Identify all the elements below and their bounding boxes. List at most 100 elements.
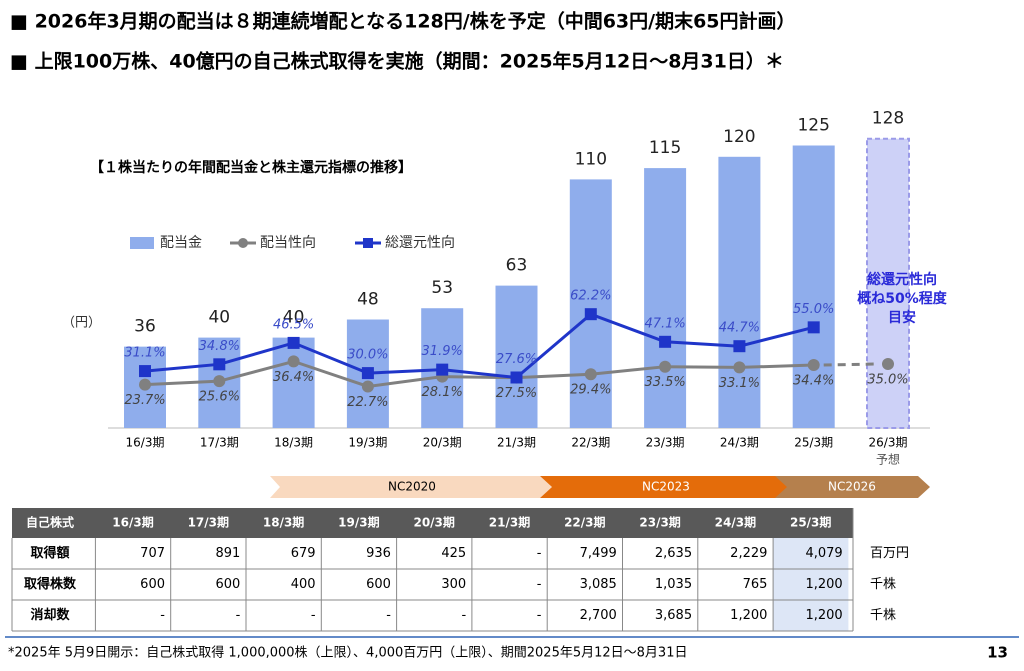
line-marker (139, 365, 151, 378)
phase-arrow (775, 476, 930, 498)
legend-swatch (238, 238, 248, 248)
table-row-label: 取得額 (30, 545, 69, 561)
line-value-label: 34.8% (199, 339, 240, 354)
annotation: 概ね50%程度 (857, 290, 948, 307)
table-unit: 千株 (870, 608, 896, 623)
line-value-label: 27.5% (496, 386, 537, 401)
table-row-label: 消却数 (30, 607, 70, 623)
x-tick-label: 23/3期 (646, 436, 685, 450)
table-header-cell: 20/3期 (413, 515, 454, 530)
x-tick-label: 24/3期 (720, 436, 759, 450)
table-cell: 600 (215, 577, 240, 592)
x-tick-label: 17/3期 (200, 436, 239, 450)
table-cell: 300 (441, 577, 466, 592)
bar-value-label: 40 (208, 308, 230, 328)
legend-label: 総還元性向 (385, 235, 455, 251)
line-value-label: 27.6% (496, 352, 537, 367)
phase-arrow (270, 476, 552, 498)
table-row-label: 取得株数 (24, 576, 77, 592)
phase-label: NC2023 (642, 480, 690, 494)
table-cell: 7,499 (580, 546, 617, 561)
line (144, 359, 814, 388)
phase-label: NC2026 (828, 480, 876, 494)
line-marker (659, 335, 672, 348)
headline: ■ 2026年3月期の配当は８期連続増配となる128円/株を予定（中間63円/期… (10, 10, 796, 33)
table-cell: - (461, 608, 466, 623)
line-value-label: 28.1% (422, 385, 463, 400)
table-header-cell: 18/3期 (263, 515, 304, 530)
line-value-label: 31.1% (124, 346, 165, 361)
table-header-cell: 17/3期 (188, 515, 229, 530)
x-tick-label: 18/3期 (274, 436, 313, 450)
line-value-label: 55.0% (793, 302, 834, 317)
line-value-label: 22.7% (347, 395, 388, 410)
line-marker (213, 358, 226, 371)
line-marker (807, 359, 820, 372)
bar-value-label: 48 (357, 290, 379, 310)
footer-note: *2025年 5月9日開示：自己株式取得 1,000,000株（上限）、4,00… (8, 645, 687, 661)
table-cell: 1,200 (805, 608, 842, 623)
table-cell: - (236, 608, 241, 623)
line-value-label: 35.0% (867, 372, 908, 387)
bar (718, 156, 761, 429)
line-value-label: 34.4% (793, 374, 834, 389)
table-cell: 1,200 (730, 608, 767, 623)
headline: ■ 上限100万株、40億円の自己株式取得を実施（期間：2025年5月12日～8… (10, 50, 784, 73)
table-cell: 1,035 (655, 577, 692, 592)
table-cell: 3,685 (655, 608, 692, 623)
bar (644, 168, 687, 428)
table-header-cell: 16/3期 (112, 515, 153, 530)
table-header-bg (12, 508, 853, 538)
line-value-label: 33.1% (719, 376, 760, 391)
x-tick-label: 22/3期 (571, 436, 610, 450)
line-value-label: 29.4% (570, 383, 611, 398)
chart-title: 【１株当たりの年間配当金と株主還元指標の推移】 (90, 159, 412, 176)
bar-value-label: 125 (797, 116, 829, 136)
table-header-cell: 自己株式 (26, 515, 74, 530)
bar (569, 179, 612, 428)
table-cell: - (311, 608, 316, 623)
line-marker (584, 368, 597, 381)
bar (272, 337, 315, 428)
bar-value-label: 36 (134, 317, 156, 337)
legend-label: 配当金 (160, 235, 202, 251)
phase-arrow (540, 476, 797, 498)
line-value-label: 46.5% (273, 317, 314, 332)
phase-label: NC2020 (388, 480, 436, 494)
line-marker (361, 367, 374, 380)
bar (495, 285, 538, 428)
table-cell: - (160, 608, 165, 623)
table-cell: - (537, 608, 542, 623)
table-cell: 679 (291, 546, 316, 561)
line-marker (213, 375, 226, 388)
line-marker (510, 371, 523, 384)
x-tick-label: 20/3期 (423, 436, 462, 450)
table-cell: 3,085 (580, 577, 617, 592)
legend-swatch (363, 238, 373, 248)
table-cell: 425 (441, 546, 466, 561)
table-header-cell: 25/3期 (790, 515, 831, 530)
annotation: 目安 (888, 309, 916, 326)
line-value-label: 62.2% (570, 289, 611, 304)
line-value-label: 47.1% (644, 316, 685, 331)
table-cell: 2,700 (580, 608, 617, 623)
table-header-cell: 19/3期 (338, 515, 379, 530)
legend-label: 配当性向 (260, 235, 316, 251)
table-cell: - (386, 608, 391, 623)
table-cell: 936 (366, 546, 391, 561)
table-cell: 1,200 (805, 577, 842, 592)
table-cell: 891 (215, 546, 240, 561)
line-value-label: 30.0% (347, 348, 388, 363)
bar-value-label: 40 (283, 308, 305, 328)
line-marker (807, 321, 820, 334)
forecast-line (823, 362, 879, 367)
bar-value-label: 53 (431, 278, 453, 298)
bar-value-label: 120 (723, 127, 755, 147)
line-marker (659, 360, 672, 373)
line-marker (584, 308, 597, 321)
annotation: 総還元性向 (867, 271, 937, 288)
table-header-cell: 21/3期 (489, 515, 530, 530)
line-value-label: 36.4% (273, 370, 314, 385)
table-cell: 4,079 (805, 546, 842, 561)
